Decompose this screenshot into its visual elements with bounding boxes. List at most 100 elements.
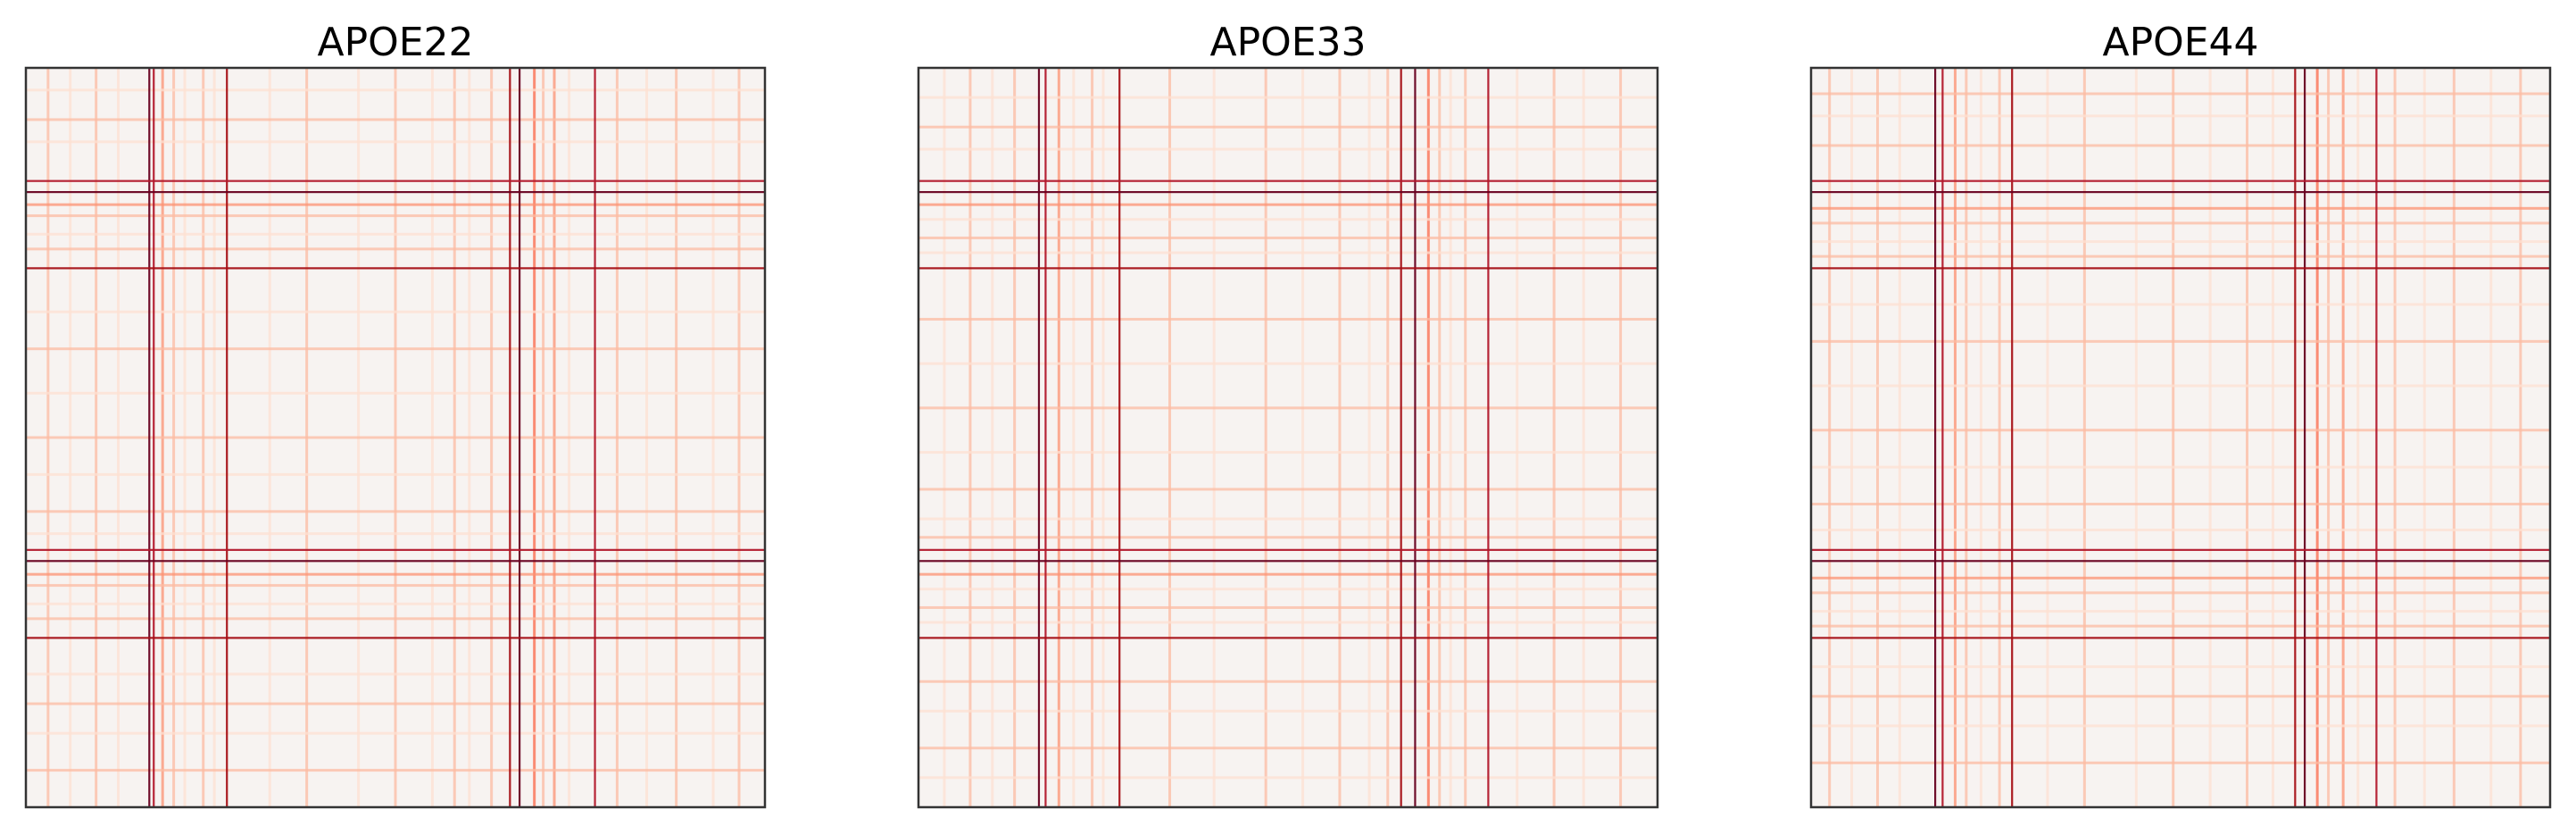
heatmap-column-band [1013,68,1017,807]
heatmap-column-band [2172,68,2175,807]
heatmap-row-band [1811,624,2550,628]
heatmap-background [918,68,1658,807]
heatmap-row-band [1811,339,2550,343]
heatmap-row-band [1811,179,2550,182]
heatmap-column-band [1386,68,1390,807]
heatmap-row-band [1811,576,2550,580]
heatmap-row-band [26,672,765,676]
heatmap-row-band [1811,560,2550,563]
heatmap-column-band [1101,68,1105,807]
heatmap-row-band [26,88,765,92]
heatmap-row-band [918,191,1658,194]
heatmap-column-band [2272,68,2274,807]
heatmap-column-band [1998,68,2001,807]
heatmap-row-band [26,702,765,705]
heatmap-row-band [1811,429,2550,432]
heatmap-column-band [1965,68,1968,807]
heatmap-row-band [918,318,1658,321]
heatmap-plot-area [24,66,767,809]
panel-title: APOE22 [317,20,473,65]
heatmap-column-band [509,68,511,807]
heatmap-row-band [26,602,765,605]
heatmap-column-band [2452,68,2456,807]
heatmap-column-band [2134,68,2138,807]
heatmap-row-band [1811,665,2550,669]
heatmap-column-band [1426,68,1430,807]
heatmap-column-band [1037,68,1041,807]
heatmap-row-band [26,572,765,576]
heatmap-row-band [918,267,1658,270]
heatmap-column-band [1464,68,1467,807]
heatmap-column-band [1876,68,1880,807]
heatmap-row-band [1811,303,2550,306]
heatmap-column-band [2489,68,2493,807]
heatmap-column-band [1072,68,1076,807]
heatmap-row-band [26,769,765,772]
heatmap-row-band [26,617,765,621]
heatmap-row-band [26,548,765,551]
heatmap-row-band [918,776,1658,780]
heatmap-row-band [918,572,1658,576]
heatmap-row-band [918,125,1658,129]
heatmap-lines [26,68,765,807]
heatmap-column-band [1057,68,1060,807]
heatmap-row-band [26,472,765,476]
heatmap-row-band [1811,761,2550,764]
heatmap-column-band [1582,68,1585,807]
heatmap-row-band [1811,267,2550,270]
heatmap-column-band [1487,68,1490,807]
heatmap-column-band [943,68,946,807]
heatmap-lines [1811,68,2550,807]
panel-apoe33: APOE33 [917,20,1659,809]
heatmap-row-band [1811,114,2550,118]
heatmap-plot-area [1809,66,2552,809]
heatmap-row-band [918,218,1658,221]
heatmap-row-band [1811,610,2550,613]
heatmap-column-band [2341,68,2345,807]
heatmap-row-band [26,532,765,536]
heatmap-column-band [1118,68,1121,807]
heatmap-row-band [1811,206,2550,210]
heatmap-row-band [918,560,1658,563]
heatmap-row-band [1811,240,2550,244]
panel-apoe22: APOE22 [24,20,767,809]
heatmap-column-band [2356,68,2360,807]
heatmap-column-band [2046,68,2049,807]
heatmap-column-band [991,68,994,807]
heatmap-column-band [2422,68,2426,807]
heatmap-row-band [26,637,765,639]
heatmap-row-band [918,746,1658,750]
heatmap-column-band [1516,68,1519,807]
heatmap-row-band [1811,724,2550,728]
heatmap-row-band [918,96,1658,99]
panel-title: APOE33 [1209,20,1366,65]
heatmap-row-band [26,347,765,351]
heatmap-row-band [26,310,765,313]
heatmap-row-band [1811,191,2550,194]
heatmap-row-band [26,203,765,206]
heatmap-column-band [1941,68,1944,807]
heatmap-column-band [2315,68,2319,807]
heatmap-row-band [26,391,765,395]
axes-frame [1809,66,2552,809]
heatmap-column-band [226,68,229,807]
heatmap-row-band [1811,503,2550,506]
heatmap-row-band [918,236,1658,239]
heatmap-lines [918,68,1658,807]
heatmap-column-band [1400,68,1402,807]
heatmap-row-band [26,214,765,218]
heatmap-row-band [26,247,765,251]
heatmap-row-band [918,548,1658,551]
heatmap-row-band [918,251,1658,254]
heatmap-column-band [1552,68,1556,807]
axes-frame [24,66,767,809]
heatmap-row-band [26,436,765,439]
heatmap-column-band [1414,68,1417,807]
heatmap-column-band [519,68,521,807]
heatmap-column-band [594,68,596,807]
heatmap-column-band [2011,68,2014,807]
heatmap-column-band [2393,68,2397,807]
heatmap-row-band [918,203,1658,206]
heatmap-row-band [918,362,1658,365]
